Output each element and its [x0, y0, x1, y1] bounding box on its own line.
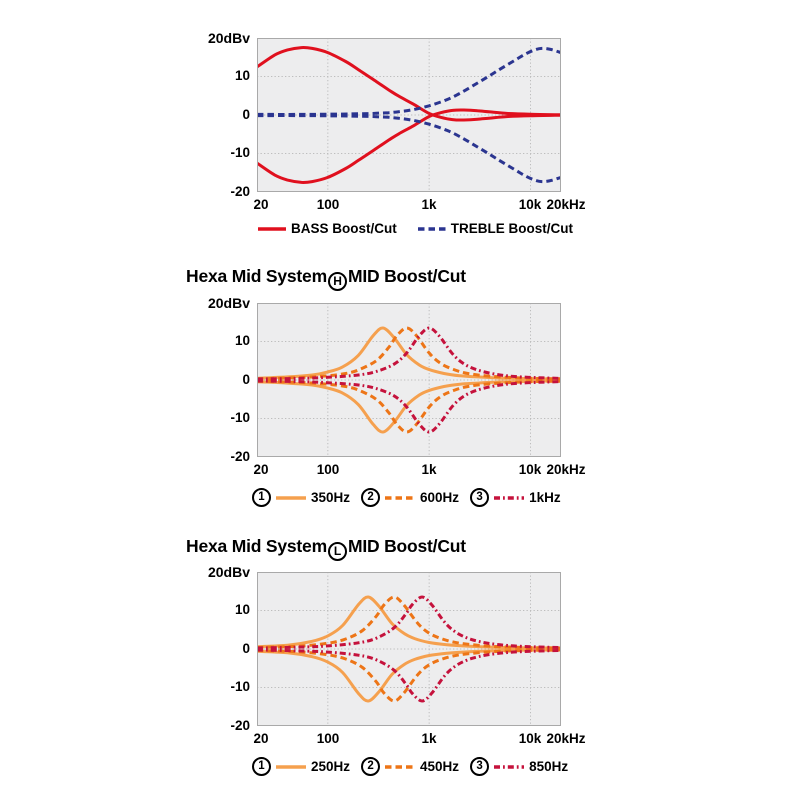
legend-item: TREBLE Boost/Cut: [413, 221, 573, 236]
y-tick-label: 10: [234, 602, 250, 617]
legend-label: 600Hz: [420, 490, 460, 505]
y-tick-label: 0: [242, 372, 250, 387]
dashdot-line-swatch-icon: [494, 764, 525, 769]
treble-line-swatch-icon: [417, 226, 446, 231]
circled-h-icon: H: [327, 271, 347, 291]
legend-label: 250Hz: [311, 759, 351, 774]
hexa-mid-l-chart-svg: [257, 572, 561, 726]
dashed-line-swatch-icon: [385, 764, 416, 769]
bass-line-swatch-icon: [258, 226, 286, 231]
x-tick-label: 1k: [421, 197, 437, 212]
x-tick-label: 20: [253, 197, 269, 212]
hexa-mid-l-chart-plot-area: [257, 572, 561, 726]
chart-title: Hexa Mid System H MID Boost/Cut: [186, 266, 466, 291]
y-tick-label: -10: [230, 679, 250, 694]
legend-item: 2 450Hz: [361, 757, 459, 776]
x-tick-label: 100: [316, 197, 340, 212]
legend-label: 850Hz: [529, 759, 569, 774]
y-tick-label: 0: [242, 107, 250, 122]
chart-title-prefix: Hexa Mid System: [186, 266, 327, 286]
legend-label: TREBLE Boost/Cut: [450, 221, 573, 236]
x-tick-label: 10k: [518, 197, 542, 212]
legend-label: BASS Boost/Cut: [291, 221, 397, 236]
legend-item: 1 250Hz: [252, 757, 350, 776]
solid-line-swatch-icon: [276, 495, 306, 500]
y-axis-unit-label: 20dBv: [207, 295, 250, 311]
circled-2-icon: 2: [361, 488, 381, 507]
y-axis-unit-label: 20dBv: [207, 30, 250, 46]
circled-3-icon: 3: [470, 488, 490, 507]
hexa-mid-h-chart-svg: [257, 303, 561, 457]
y-tick-label: 10: [234, 68, 250, 83]
y-tick-label: -20: [230, 449, 250, 464]
x-tick-label: 20kHz: [546, 462, 586, 477]
legend-label: 350Hz: [311, 490, 351, 505]
x-tick-label: 20kHz: [546, 197, 586, 212]
tone-control-legend: BASS Boost/Cut TREBLE Boost/Cut: [253, 221, 573, 236]
x-tick-label: 100: [316, 462, 340, 477]
x-tick-label: 100: [316, 731, 340, 746]
chart-title: Hexa Mid System L MID Boost/Cut: [186, 536, 466, 561]
chart-title-suffix: MID Boost/Cut: [347, 266, 466, 286]
x-tick-label: 20kHz: [546, 731, 586, 746]
x-tick-label: 10k: [518, 462, 542, 477]
legend-label: 450Hz: [420, 759, 460, 774]
y-tick-label: -20: [230, 718, 250, 733]
circled-l-icon: L: [327, 541, 347, 561]
y-tick-label: -10: [230, 145, 250, 160]
x-tick-label: 1k: [421, 462, 437, 477]
y-tick-label: 0: [242, 641, 250, 656]
x-tick-label: 10k: [518, 731, 542, 746]
y-tick-label: 10: [234, 333, 250, 348]
tone-control-chart-plot-area: [257, 38, 561, 192]
circled-3-icon: 3: [470, 757, 490, 776]
solid-line-swatch-icon: [276, 764, 306, 769]
legend-label: 1kHz: [529, 490, 561, 505]
dashdot-line-swatch-icon: [494, 495, 525, 500]
y-tick-label: -10: [230, 410, 250, 425]
x-tick-label: 1k: [421, 731, 437, 746]
legend-item: 2 600Hz: [361, 488, 459, 507]
x-tick-label: 20: [253, 462, 269, 477]
hexa-mid-h-legend: 1 350Hz 2 600Hz 3 1kHz: [252, 488, 561, 507]
hexa-mid-l-legend: 1 250Hz 2 450Hz 3 850Hz: [252, 757, 568, 776]
chart-title-suffix: MID Boost/Cut: [347, 536, 466, 556]
legend-item: 3 850Hz: [470, 757, 568, 776]
legend-item: 3 1kHz: [470, 488, 561, 507]
x-tick-label: 20: [253, 731, 269, 746]
tone-control-chart-svg: [257, 38, 561, 192]
dashed-line-swatch-icon: [385, 495, 416, 500]
circled-2-icon: 2: [361, 757, 381, 776]
legend-item: BASS Boost/Cut: [253, 221, 397, 236]
chart-title-prefix: Hexa Mid System: [186, 536, 327, 556]
circled-1-icon: 1: [252, 488, 271, 507]
y-axis-unit-label: 20dBv: [207, 564, 250, 580]
circled-1-icon: 1: [252, 757, 271, 776]
y-tick-label: -20: [230, 184, 250, 199]
legend-item: 1 350Hz: [252, 488, 350, 507]
hexa-mid-h-chart-plot-area: [257, 303, 561, 457]
